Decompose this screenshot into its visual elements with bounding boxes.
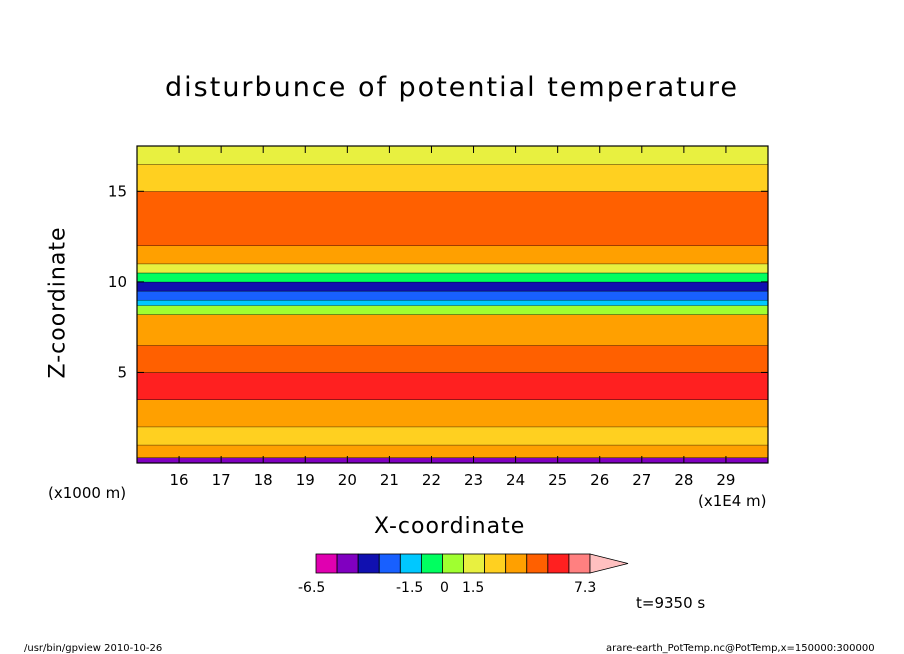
x-tick-label: 27 [632,471,651,489]
x-tick-label: 28 [674,471,693,489]
x-tick-label: 21 [380,471,399,489]
contour-band [137,444,768,458]
x-tick-label: 29 [716,471,735,489]
chart-title: disturbunce of potential temperature [165,72,739,103]
contour-band [137,372,768,400]
contour-band [137,426,768,445]
colorbar-segment [505,553,528,574]
x-tick-label: 18 [254,471,273,489]
colorbar-segment [399,553,422,574]
colorbar-segment [315,553,338,574]
contour-band [137,263,768,273]
y-axis-label: Z-coordinate [45,226,71,379]
x-tick-label: 26 [590,471,609,489]
colorbar-segment [526,553,549,574]
contour-band [137,314,768,346]
x-unit-left-label: (x1000 m) [48,484,127,502]
contour-band [137,290,768,300]
contour-band [137,164,768,192]
colorbar-segment [547,553,570,574]
x-tick-label: 19 [296,471,315,489]
x-tick-label: 20 [338,471,357,489]
colorbar-segment [357,553,380,574]
contour-band [137,457,768,463]
colorbar-segment [336,553,359,574]
contour-band [137,245,768,264]
colorbar-segment [568,553,591,574]
colorbar-segment [442,553,464,574]
colorbar-segment [378,553,401,574]
x-tick-label: 16 [170,471,189,489]
colorbar-label-min: -6.5 [298,580,326,596]
contour-band [137,299,768,306]
x-tick-label: 23 [464,471,483,489]
colorbar-label-zero: 0 [440,580,449,596]
colorbar-label-pos: 1.5 [462,580,485,596]
contour-band [137,272,768,282]
contour-band [137,305,768,315]
footer-right-text: arare-earth_PotTemp.nc@PotTemp,x=150000:… [606,643,875,654]
x-tick-label: 25 [548,471,567,489]
colorbar-segment [463,553,486,574]
colorbar-segment [484,553,507,574]
contour-band [137,345,768,373]
y-tick-label: 10 [108,273,127,291]
contour-band [137,146,768,165]
colorbar-label-max: 7.3 [574,580,597,596]
x-tick-label: 17 [212,471,231,489]
plot-frame [136,145,769,464]
x-tick-label: 22 [422,471,441,489]
colorbar-segment [420,553,443,574]
contour-band [137,191,768,246]
y-tick-label: 5 [117,363,127,381]
colorbar-arrow [589,553,629,574]
x-unit-right-label: (x1E4 m) [698,492,767,510]
contour-band [137,399,768,427]
footer-left-text: /usr/bin/gpview 2010-10-26 [24,643,163,654]
x-tick-label: 24 [506,471,525,489]
x-axis-label: X-coordinate [374,514,526,539]
y-tick-label: 15 [108,182,127,200]
colorbar-label-neg: -1.5 [396,580,424,596]
contour-band [137,281,768,291]
time-label: t=9350 s [636,594,706,612]
